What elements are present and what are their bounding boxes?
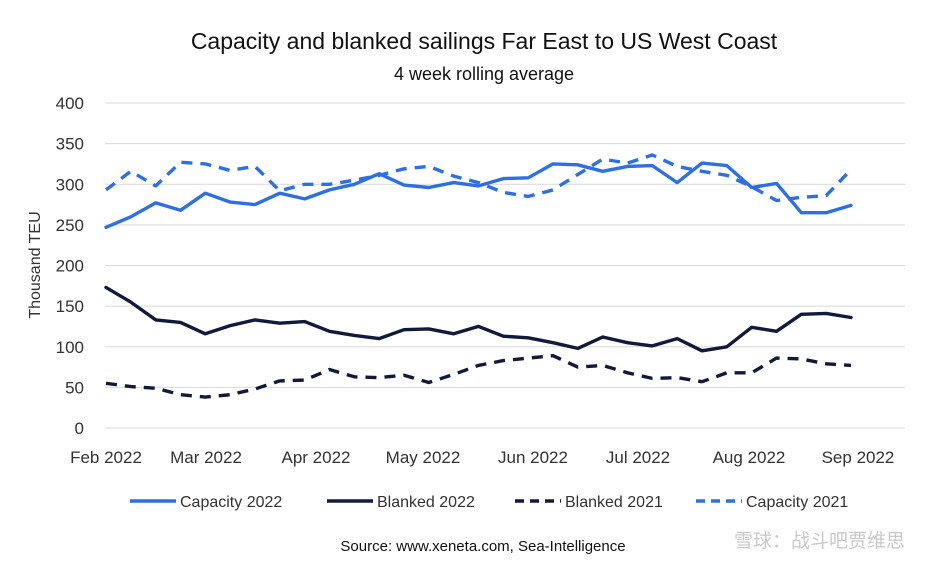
x-tick-label: Feb 2022 [70,448,142,467]
series-lines [104,153,853,399]
y-tick-label: 200 [56,257,84,276]
gridlines [105,102,905,429]
y-tick-label: 400 [56,94,84,113]
legend: Capacity 2022 Blanked 2022 Blanked 2021 Cap… [130,494,848,511]
legend-label: Blanked 2022 [377,494,475,511]
x-tick-label: Sep 2022 [822,448,895,467]
y-axis-ticks: 0 50 100 150 200 250 300 350 400 [56,94,84,438]
legend-label: Capacity 2022 [180,494,282,511]
x-tick-label: Apr 2022 [282,448,351,467]
chart-title: Capacity and blanked sailings Far East t… [191,28,778,54]
legend-label: Capacity 2021 [746,494,848,511]
y-tick-label: 150 [56,297,84,316]
y-tick-label: 100 [56,338,84,357]
legend-label: Blanked 2021 [565,494,663,511]
y-tick-label: 250 [56,216,84,235]
y-axis-label: Thousand TEU [27,211,44,318]
x-tick-label: Jul 2022 [606,448,670,467]
x-tick-label: May 2022 [386,448,461,467]
watermark-text: 雪球：战斗吧贾维思 [734,530,905,552]
x-tick-label: Aug 2022 [713,448,786,467]
x-tick-label: Jun 2022 [498,448,568,467]
y-tick-label: 50 [65,378,84,397]
y-tick-label: 300 [56,175,84,194]
source-note: Source: www.xeneta.com, Sea-Intelligence [340,538,625,555]
series-line-capacity-2022 [104,161,853,230]
x-axis-ticks: Feb 2022 Mar 2022 Apr 2022 May 2022 Jun 2022… [70,448,894,467]
chart-subtitle: 4 week rolling average [394,64,574,84]
x-tick-label: Mar 2022 [170,448,242,467]
y-tick-label: 350 [56,135,84,154]
series-line-blanked-2021 [105,354,852,399]
y-tick-label: 0 [75,419,84,438]
series-line-capacity-2021 [104,153,853,203]
series-line-blanked-2022 [104,285,853,353]
